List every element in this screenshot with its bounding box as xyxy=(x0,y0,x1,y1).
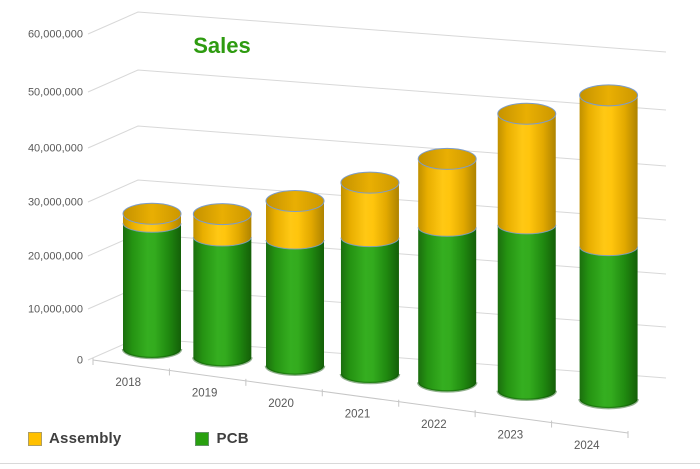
bar-top-face-2023[interactable] xyxy=(497,102,557,125)
bar-2018 xyxy=(121,202,183,360)
gridline-40,000,000 xyxy=(87,125,667,167)
bar-boundary-rim xyxy=(579,246,639,257)
bar-2023 xyxy=(496,102,557,401)
bar-boundary-rim xyxy=(192,236,252,247)
bar-top-face-2022[interactable] xyxy=(417,147,477,170)
bar-segment-pcb-2023[interactable] xyxy=(497,224,556,400)
bar-2022 xyxy=(416,147,478,393)
gridline-30,000,000 xyxy=(87,179,667,221)
bar-boundary-rim xyxy=(497,224,557,235)
bar-segment-pcb-2020[interactable] xyxy=(266,239,324,375)
bar-boundary-rim xyxy=(417,227,477,237)
bar-2019 xyxy=(192,203,253,368)
bar-bottom-shade xyxy=(264,365,326,376)
legend-item-pcb[interactable]: PCB xyxy=(195,430,249,447)
bar-segment-assembly-2023[interactable] xyxy=(497,113,556,234)
category-label-2024: 2024 xyxy=(574,440,600,452)
y-axis-label-30,000,000: 30,000,000 xyxy=(28,197,83,209)
bar-segment-pcb-2022[interactable] xyxy=(418,227,477,392)
gridline-60,000,000 xyxy=(87,11,667,53)
bar-segment-assembly-2024[interactable] xyxy=(579,95,638,256)
category-label-2020: 2020 xyxy=(268,398,294,410)
legend-swatch-pcb xyxy=(195,431,210,446)
bar-segment-pcb-2024[interactable] xyxy=(579,246,638,409)
y-axis-label-0: 0 xyxy=(77,355,83,367)
bar-segment-pcb-2018[interactable] xyxy=(123,223,181,358)
legend-label-pcb: PCB xyxy=(216,430,249,447)
category-label-2021: 2021 xyxy=(345,409,371,421)
bar-bottom-shade xyxy=(121,348,183,360)
chart-bottom-border xyxy=(0,463,700,464)
bar-bottom-shade xyxy=(416,382,478,393)
y-axis-label-50,000,000: 50,000,000 xyxy=(28,87,83,99)
bar-segment-assembly-2022[interactable] xyxy=(418,158,477,237)
legend-label-assembly: Assembly xyxy=(49,430,122,447)
bar-2020 xyxy=(264,190,326,376)
category-label-2018: 2018 xyxy=(115,377,141,389)
category-label-2022: 2022 xyxy=(421,419,447,431)
y-axis-label-60,000,000: 60,000,000 xyxy=(28,29,83,41)
category-label-2023: 2023 xyxy=(498,429,524,441)
bar-top-face-2024[interactable] xyxy=(579,84,639,107)
bar-boundary-rim xyxy=(122,223,182,233)
chart-title: Sales xyxy=(193,33,251,58)
bar-segment-assembly-2019[interactable] xyxy=(193,214,252,246)
bar-segment-assembly-2021[interactable] xyxy=(340,182,399,247)
bar-bottom-shade xyxy=(192,357,253,368)
bars xyxy=(121,84,639,410)
bar-top-face-2019[interactable] xyxy=(192,203,252,226)
bar-boundary-rim xyxy=(340,237,400,248)
chart-legend: Assembly PCB xyxy=(28,430,249,447)
bar-segment-pcb-2019[interactable] xyxy=(193,236,252,367)
bar-bottom-shade xyxy=(578,398,639,410)
category-label-2019: 2019 xyxy=(192,388,218,400)
y-axis-label-20,000,000: 20,000,000 xyxy=(28,251,83,263)
bar-top-face-2021[interactable] xyxy=(340,171,400,194)
bar-top-face-2018[interactable] xyxy=(122,202,182,225)
legend-item-assembly[interactable]: Assembly xyxy=(28,430,121,447)
bar-bottom-shade xyxy=(496,390,557,401)
bar-bottom-shade xyxy=(339,373,401,385)
bar-segment-assembly-2020[interactable] xyxy=(266,201,324,249)
bar-2021 xyxy=(339,171,401,385)
bar-boundary-rim xyxy=(265,239,325,250)
bar-top-face-2020[interactable] xyxy=(265,190,325,213)
y-axis-label-10,000,000: 10,000,000 xyxy=(28,304,83,316)
legend-swatch-assembly xyxy=(28,431,42,446)
axes: 2018 2019 2020 2021 2022 2023 2024 xyxy=(92,358,629,452)
bar-2024 xyxy=(578,84,639,410)
category-axis-line xyxy=(92,359,629,434)
y-axis-label-40,000,000: 40,000,000 xyxy=(28,143,83,155)
bar-segment-pcb-2021[interactable] xyxy=(340,237,399,384)
bar-segment-assembly-2018[interactable] xyxy=(123,213,181,233)
gridline-50,000,000 xyxy=(87,69,667,111)
